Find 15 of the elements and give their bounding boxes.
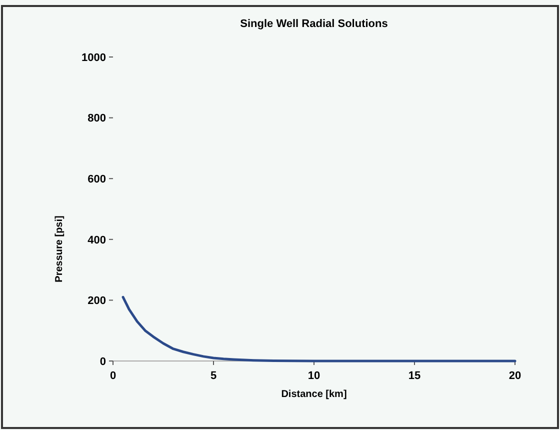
y-tick-label: 200 xyxy=(88,295,106,308)
x-tick-label: 15 xyxy=(408,370,421,382)
line-series xyxy=(122,296,516,362)
x-axis-title: Distance [km] xyxy=(281,389,347,400)
y-tick-label: 400 xyxy=(88,234,106,246)
chart-title: Single Well Radial Solutions xyxy=(240,18,388,30)
y-tick-label: 1000 xyxy=(82,52,106,64)
y-tick-label: 600 xyxy=(88,173,106,186)
y-tick-label: 0 xyxy=(100,356,106,368)
x-tick-label: 20 xyxy=(508,370,522,382)
x-tick-label: 0 xyxy=(110,370,116,382)
x-tick-label: 10 xyxy=(308,370,320,382)
y-tick-label: 800 xyxy=(88,112,106,125)
x-tick-label: 5 xyxy=(210,370,217,382)
y-axis-title: Pressure [psi] xyxy=(54,216,65,282)
